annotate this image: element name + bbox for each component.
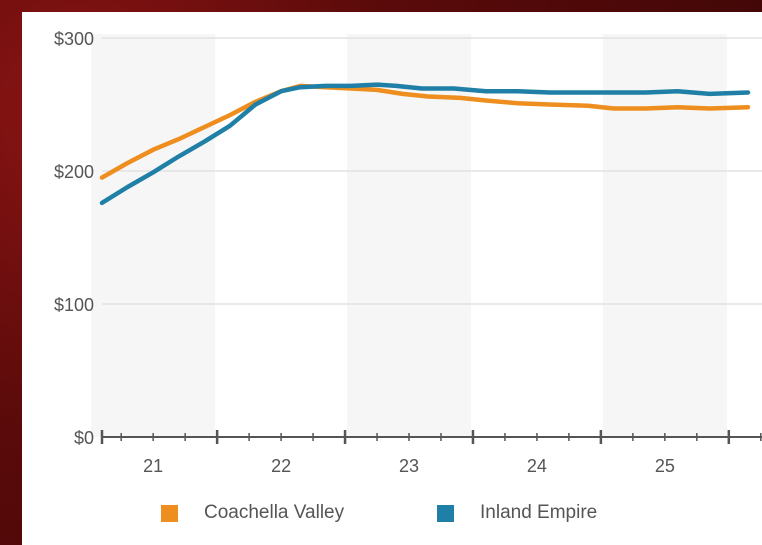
x-tick-label: 21 xyxy=(143,456,163,476)
y-axis-labels: $0 $100 $200 $300 xyxy=(54,29,94,448)
series-lines xyxy=(99,82,751,206)
gridlines xyxy=(102,37,762,305)
column-band-23 xyxy=(347,34,472,437)
y-tick-label: $0 xyxy=(74,428,94,448)
y-tick-label: $100 xyxy=(54,295,94,315)
x-axis-labels: 21 22 23 24 25 xyxy=(143,456,675,476)
x-tick-label: 25 xyxy=(655,456,675,476)
column-band-21 xyxy=(91,34,216,437)
column-bands xyxy=(91,34,727,437)
x-tick-label: 24 xyxy=(527,456,547,476)
y-tick-label: $200 xyxy=(54,162,94,182)
x-tick-label: 23 xyxy=(399,456,419,476)
series-line-coachella-valley xyxy=(99,83,751,180)
x-axis xyxy=(100,430,762,444)
series-line-inland-empire xyxy=(99,82,751,206)
x-tick-label: 22 xyxy=(271,456,291,476)
y-tick-label: $300 xyxy=(54,29,94,49)
column-band-25 xyxy=(602,34,727,437)
